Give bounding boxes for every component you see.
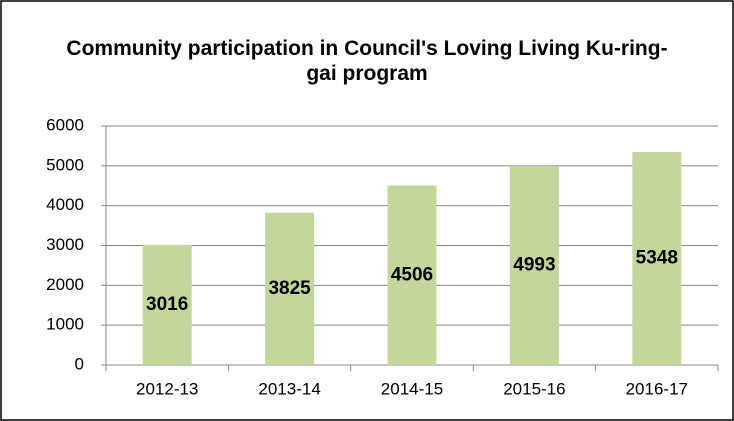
data-label: 3016: [146, 294, 188, 315]
x-tick-label: 2012-13: [136, 379, 198, 398]
x-tick-label: 2013-14: [258, 379, 320, 398]
chart-title: Community participation in Council's Lov…: [66, 37, 668, 85]
y-tick-label: 4000: [46, 195, 84, 214]
data-label: 5348: [636, 248, 678, 269]
bar: [387, 185, 437, 365]
data-label: 3825: [268, 278, 311, 299]
y-tick-label: 1000: [46, 315, 84, 334]
y-tick-label: 6000: [46, 115, 84, 134]
bar: [265, 212, 315, 365]
y-tick-label: 3000: [46, 235, 84, 254]
bar: [142, 244, 192, 365]
y-tick-label: 0: [75, 354, 84, 373]
y-tick-label: 2000: [46, 275, 84, 294]
bar: [632, 151, 682, 365]
bar: [509, 166, 559, 365]
data-label: 4506: [391, 264, 433, 285]
x-tick-label: 2014-15: [381, 379, 443, 398]
y-tick-label: 5000: [46, 155, 84, 174]
data-label: 4993: [513, 255, 555, 276]
x-tick-label: 2016-17: [626, 379, 688, 398]
x-tick-label: 2015-16: [503, 379, 565, 398]
